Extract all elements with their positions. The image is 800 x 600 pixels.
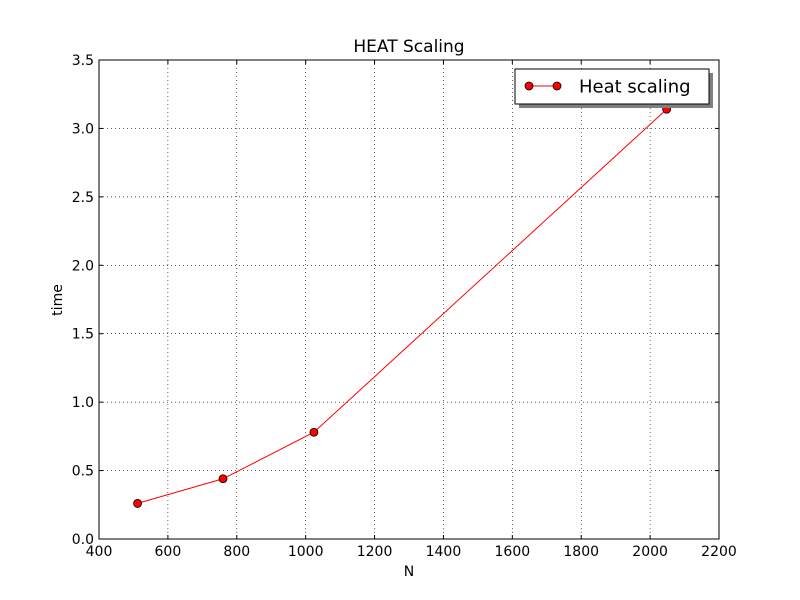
y-tick-label: 0.5 bbox=[72, 464, 94, 480]
chart-title: HEAT Scaling bbox=[353, 37, 464, 57]
axis-ticks bbox=[98, 59, 720, 540]
plot-area-frame bbox=[98, 59, 720, 540]
y-axis-label: time bbox=[50, 284, 66, 316]
x-tick-label: 800 bbox=[223, 544, 250, 560]
y-tick-label: 1.0 bbox=[72, 395, 94, 411]
y-tick-label: 3.0 bbox=[72, 121, 94, 137]
x-tick-label: 1400 bbox=[426, 544, 462, 560]
x-tick-label: 2000 bbox=[632, 544, 668, 560]
x-tick-label: 600 bbox=[155, 544, 182, 560]
x-tick-label: 1600 bbox=[495, 544, 531, 560]
axis-tick-labels: 400 600 800 1000 1200 1400 1600 1800 2000 2200 0.0… bbox=[72, 53, 737, 560]
data-point bbox=[133, 499, 142, 508]
y-tick-label: 2.5 bbox=[72, 190, 94, 206]
legend-series-label: Heat scaling bbox=[579, 77, 691, 98]
legend-series-marker bbox=[552, 81, 562, 91]
data-point bbox=[218, 474, 228, 484]
y-tick-label: 0.0 bbox=[72, 532, 94, 548]
grid bbox=[99, 60, 719, 539]
x-tick-label: 1200 bbox=[357, 544, 393, 560]
legend-series-marker bbox=[524, 81, 534, 91]
data-point bbox=[309, 427, 319, 437]
series-line bbox=[137, 108, 667, 504]
y-tick-label: 3.5 bbox=[72, 53, 94, 69]
legend: Heat scaling bbox=[514, 68, 713, 108]
x-tick-label: 1800 bbox=[563, 544, 599, 560]
y-tick-label: 1.5 bbox=[72, 327, 94, 343]
x-tick-label: 1000 bbox=[288, 544, 324, 560]
x-tick-label: 400 bbox=[86, 544, 113, 560]
x-tick-label: 2200 bbox=[701, 544, 737, 560]
x-axis-label: N bbox=[404, 564, 414, 580]
y-tick-label: 2.0 bbox=[72, 258, 94, 274]
